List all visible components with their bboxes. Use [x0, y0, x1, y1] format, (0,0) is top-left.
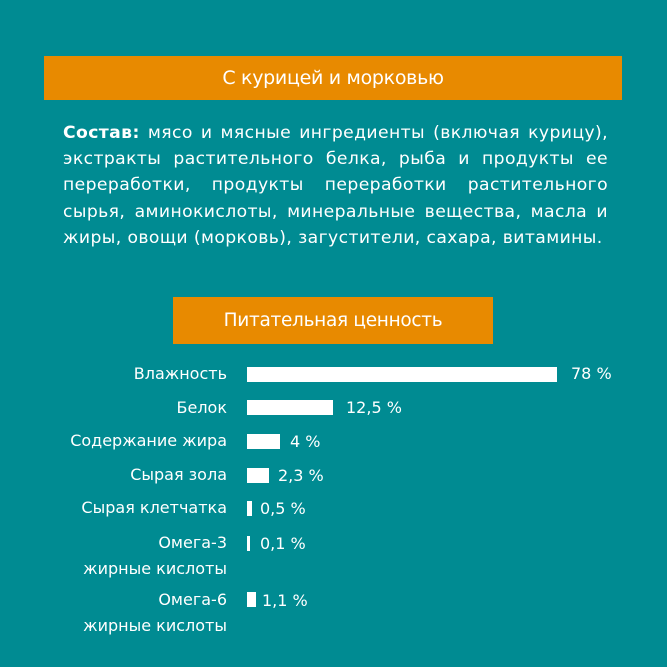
- chart-row-label-line2: жирные кислоты: [83, 616, 227, 635]
- chart-value-label: 78 %: [571, 364, 612, 383]
- chart-bar: [247, 434, 280, 449]
- chart-value-label: 2,3 %: [278, 466, 324, 485]
- chart-row-label: Омега-3: [158, 533, 227, 552]
- chart-row-label: Содержание жира: [70, 431, 227, 450]
- chart-value-label: 4 %: [290, 432, 321, 451]
- chart-value-label: 12,5 %: [346, 398, 402, 417]
- chart-bar: [247, 468, 269, 483]
- composition-ingredients: мясо и мясные ингредиенты (включая куриц…: [63, 123, 608, 248]
- chart-bar: [247, 400, 333, 415]
- chart-row-label: Белок: [176, 398, 228, 417]
- chart-bar: [247, 592, 256, 607]
- product-title: С курицей и морковью: [222, 67, 444, 89]
- nutrition-section-banner: Питательная ценность: [173, 297, 493, 344]
- chart-value-label: 1,1 %: [262, 591, 308, 610]
- composition-label: Состав:: [63, 123, 140, 143]
- chart-value-label: 0,1 %: [260, 534, 306, 553]
- chart-row-label: Омега-6: [158, 590, 227, 609]
- chart-value-label: 0,5 %: [260, 499, 306, 518]
- chart-bar: [247, 536, 250, 551]
- chart-row-label: Влажность: [133, 364, 227, 383]
- chart-bar: [247, 501, 252, 516]
- chart-row-label: Сырая клетчатка: [81, 498, 227, 517]
- nutrition-section-title: Питательная ценность: [223, 310, 443, 331]
- product-title-banner: С курицей и морковью: [44, 56, 622, 100]
- chart-bar: [247, 367, 557, 382]
- chart-row-label: Сырая зола: [130, 465, 227, 484]
- composition-text: Состав: мясо и мясные ингредиенты (включ…: [63, 120, 608, 251]
- chart-row-label-line2: жирные кислоты: [83, 559, 227, 578]
